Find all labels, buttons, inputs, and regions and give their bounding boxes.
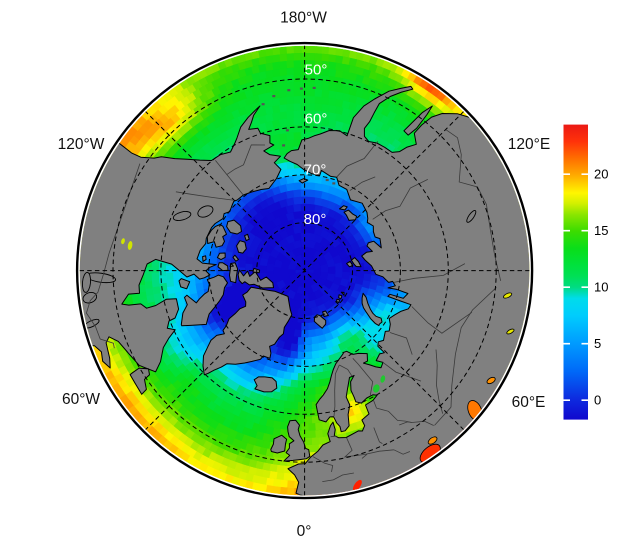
svg-text:60°E: 60°E <box>512 394 546 411</box>
svg-text:50°: 50° <box>305 62 328 79</box>
svg-text:20: 20 <box>594 167 608 182</box>
svg-text:80°: 80° <box>304 211 327 228</box>
svg-text:180°W: 180°W <box>280 10 327 27</box>
svg-text:5: 5 <box>594 336 601 351</box>
svg-text:120°W: 120°W <box>58 136 105 153</box>
svg-text:120°E: 120°E <box>508 136 550 153</box>
svg-text:0: 0 <box>594 393 601 408</box>
svg-text:0°: 0° <box>297 523 312 540</box>
svg-text:10: 10 <box>594 280 608 295</box>
svg-text:70°: 70° <box>304 162 327 179</box>
svg-text:15: 15 <box>594 223 608 238</box>
svg-text:60°: 60° <box>305 111 328 128</box>
svg-text:60°W: 60°W <box>62 391 100 408</box>
